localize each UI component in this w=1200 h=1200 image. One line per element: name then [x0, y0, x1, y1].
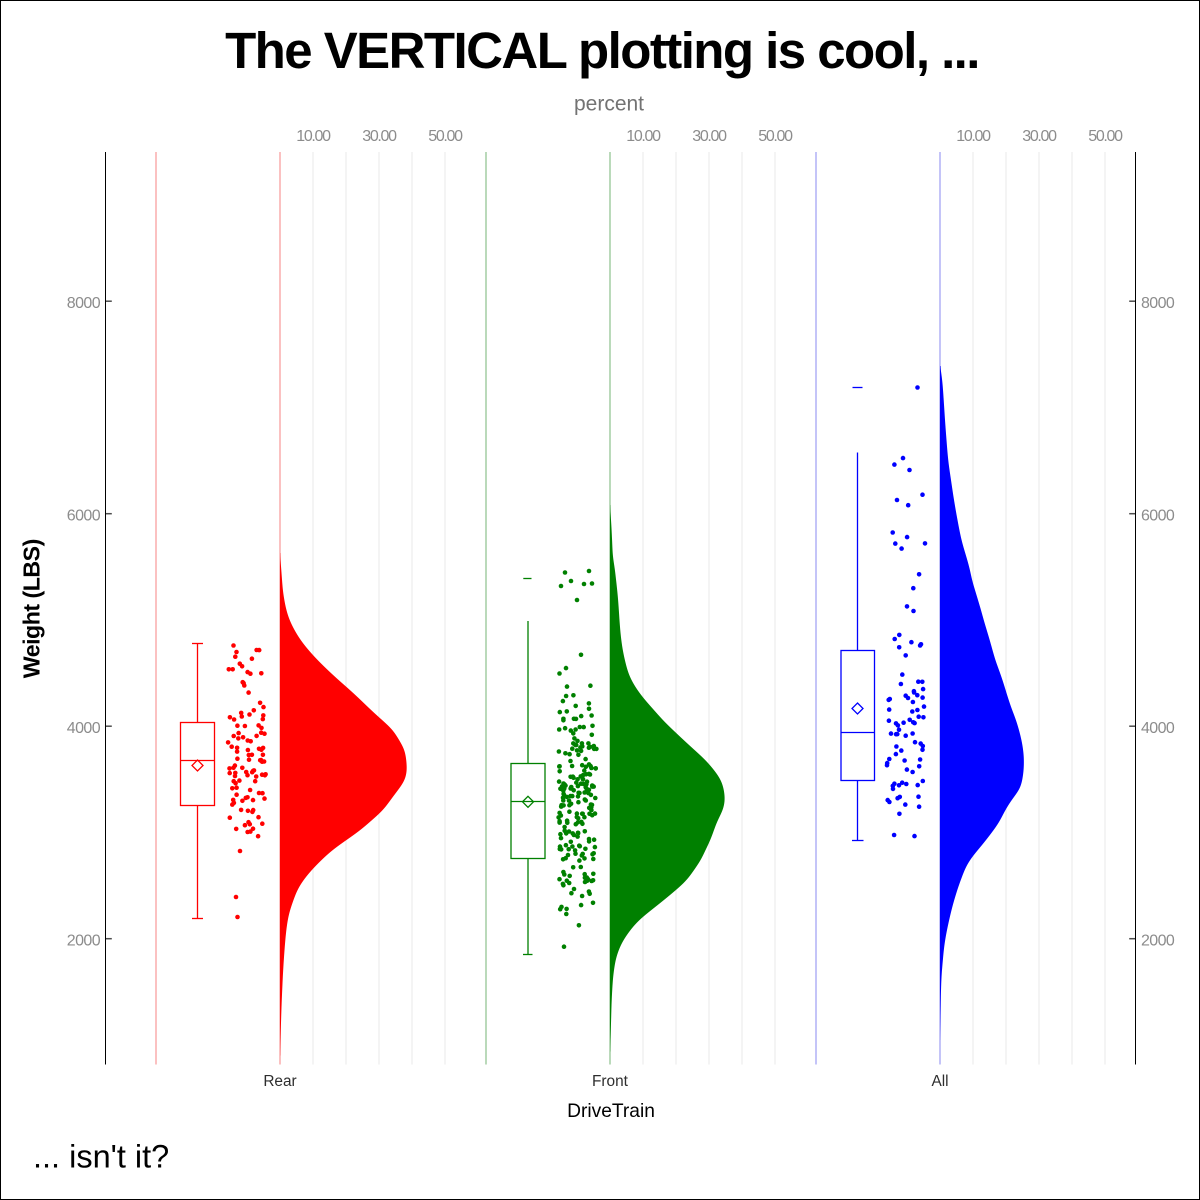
- svg-text:DriveTrain: DriveTrain: [567, 1101, 655, 1122]
- svg-text:4000: 4000: [1141, 720, 1175, 737]
- svg-text:6000: 6000: [1141, 508, 1175, 525]
- svg-text:50.00: 50.00: [1088, 128, 1123, 145]
- svg-text:50.00: 50.00: [428, 128, 463, 145]
- svg-text:percent: percent: [574, 93, 644, 116]
- svg-text:50.00: 50.00: [758, 128, 793, 145]
- svg-text:2000: 2000: [1141, 933, 1175, 950]
- svg-text:4000: 4000: [67, 720, 101, 737]
- svg-text:8000: 8000: [1141, 295, 1175, 312]
- svg-text:2000: 2000: [67, 933, 101, 950]
- svg-text:Front: Front: [592, 1073, 629, 1090]
- svg-text:10.00: 10.00: [626, 128, 661, 145]
- svg-text:Weight (LBS): Weight (LBS): [19, 539, 45, 678]
- svg-text:30.00: 30.00: [692, 128, 727, 145]
- svg-text:8000: 8000: [67, 295, 101, 312]
- svg-text:30.00: 30.00: [1022, 128, 1057, 145]
- svg-text:6000: 6000: [67, 508, 101, 525]
- svg-text:10.00: 10.00: [956, 128, 991, 145]
- svg-text:... isn't it?: ... isn't it?: [33, 1139, 169, 1175]
- svg-text:30.00: 30.00: [362, 128, 397, 145]
- svg-text:The VERTICAL plotting is cool,: The VERTICAL plotting is cool, ...: [225, 22, 979, 79]
- svg-text:All: All: [931, 1073, 948, 1090]
- svg-text:10.00: 10.00: [296, 128, 331, 145]
- svg-text:Rear: Rear: [263, 1073, 296, 1090]
